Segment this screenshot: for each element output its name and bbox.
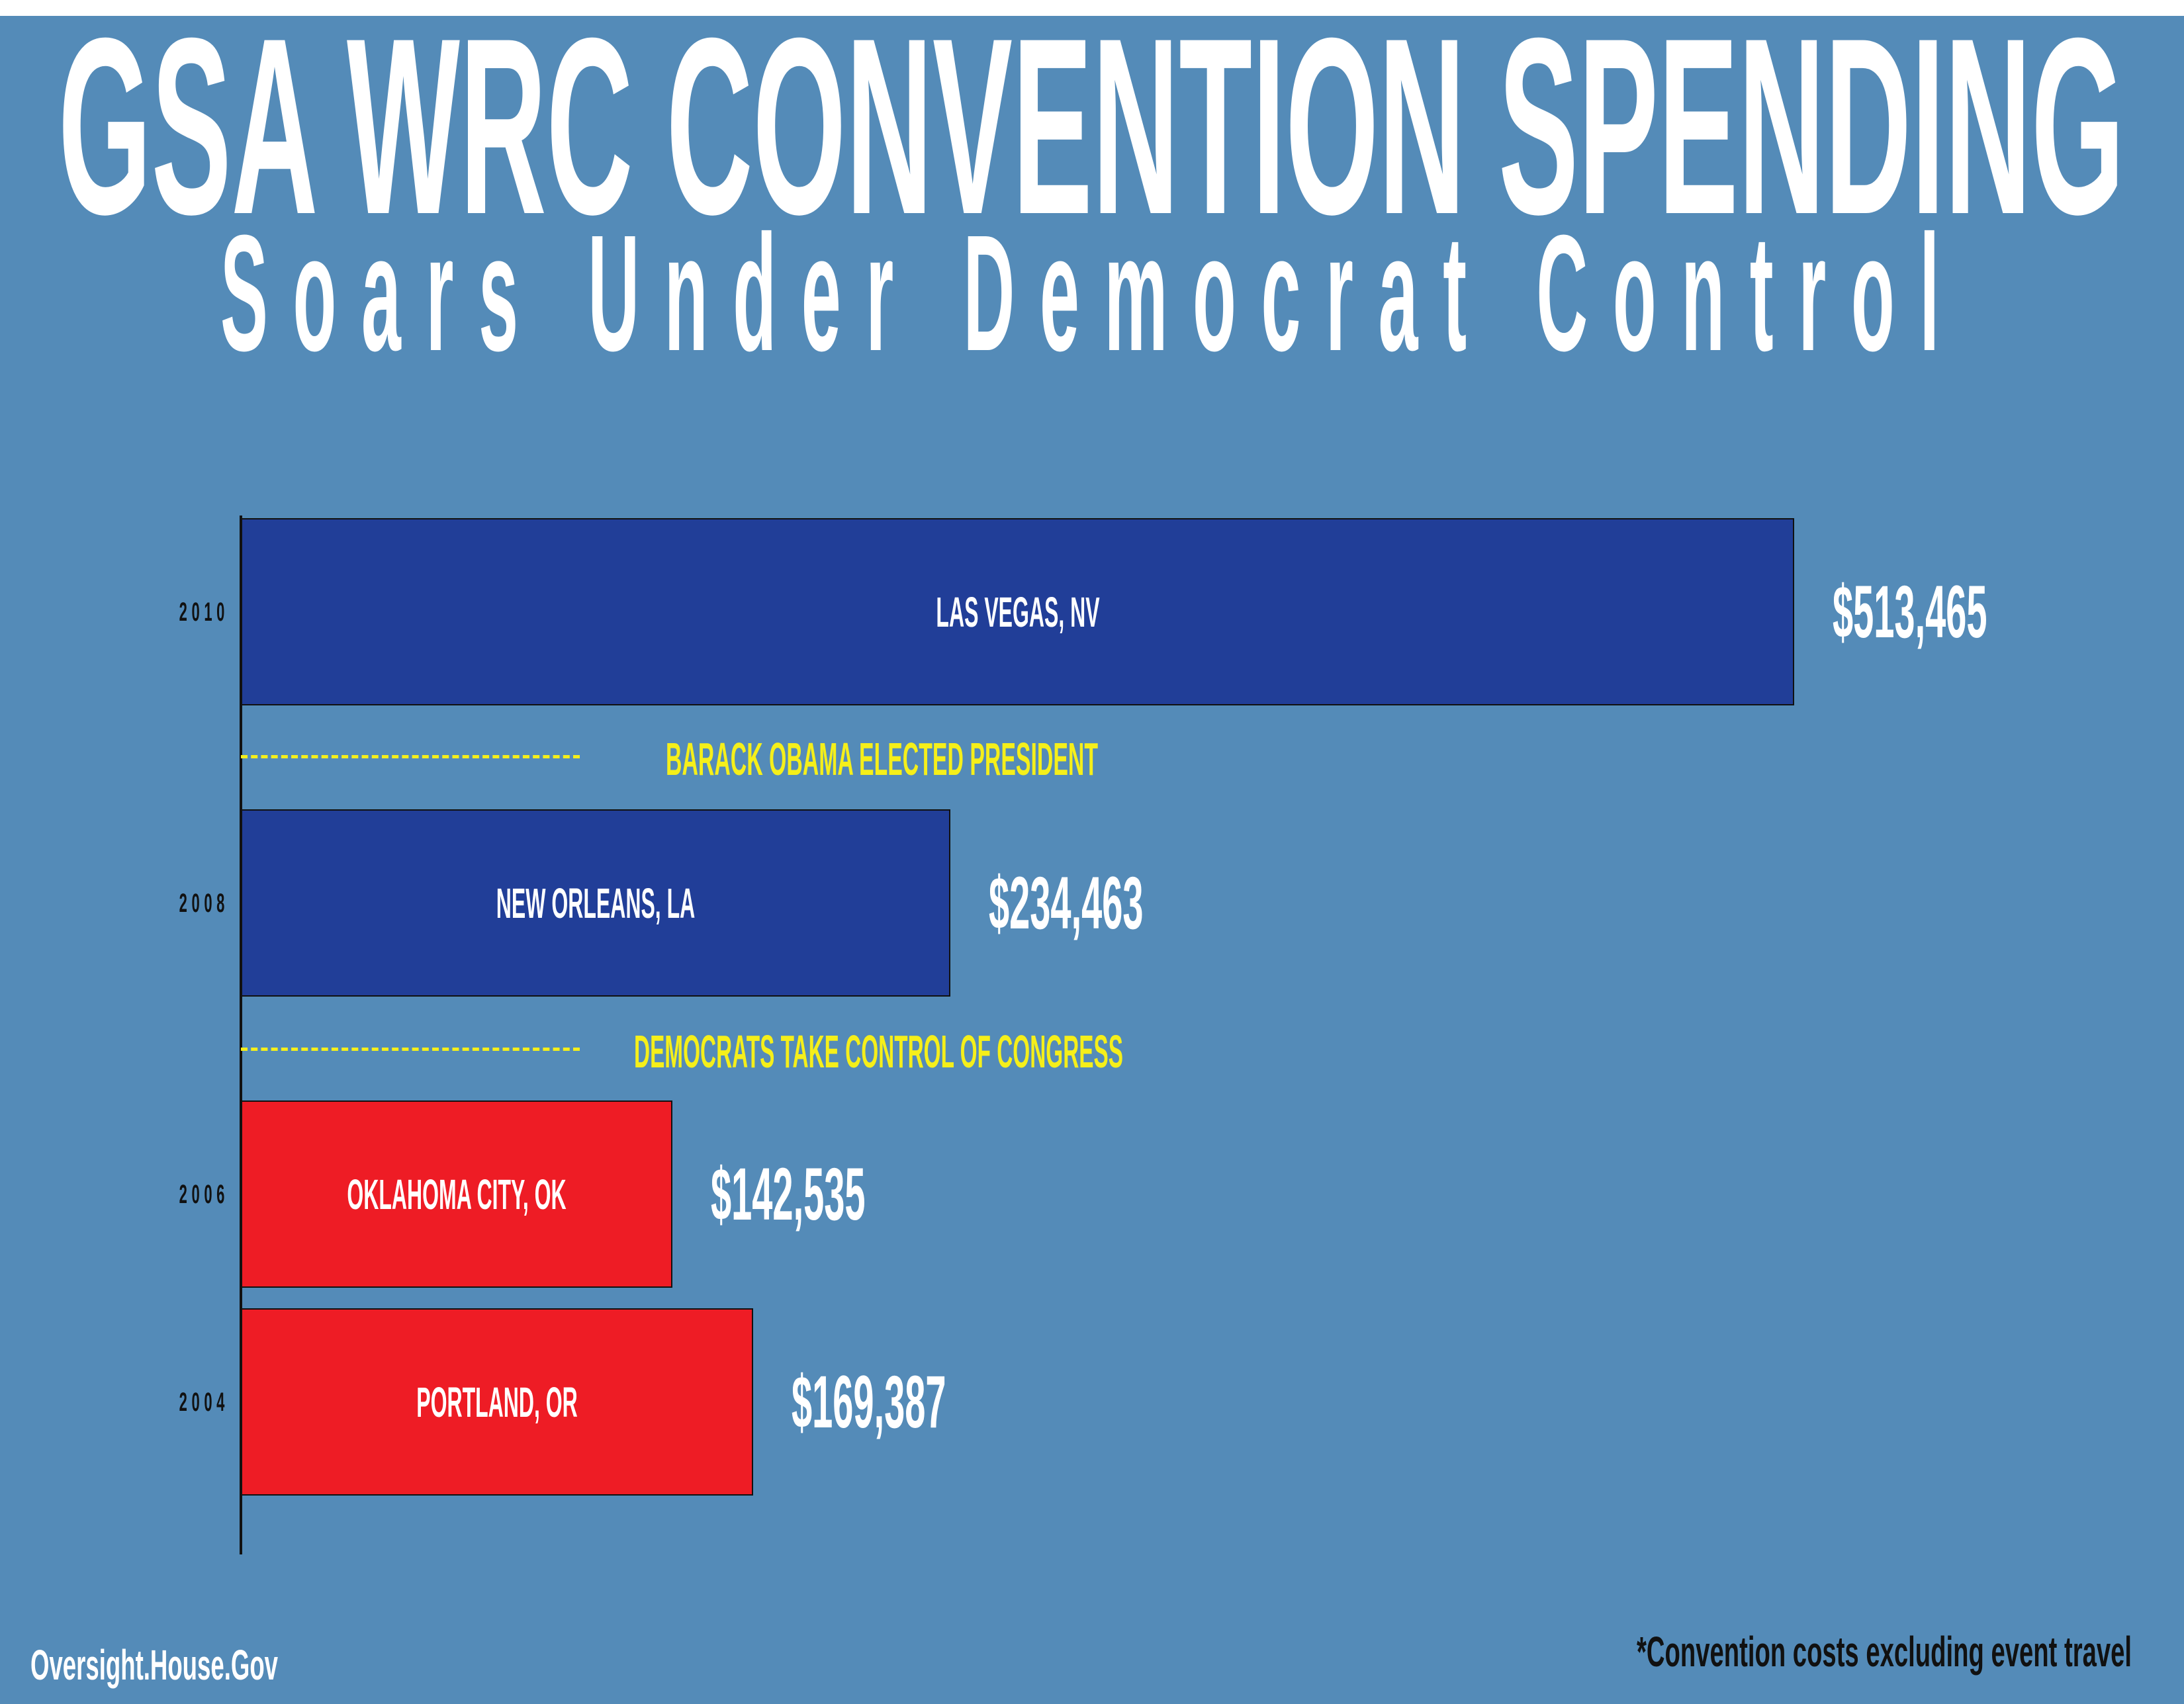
bar-value-label: $169,387 <box>792 1360 946 1443</box>
y-tick-label: 2004 <box>179 1387 229 1417</box>
bar-location-label: OKLAHOMA CITY, OK <box>347 1170 567 1218</box>
event-annotation: BARACK OBAMA ELECTED PRESIDENT <box>666 733 1098 785</box>
page-title: GSA WRC CONVENTION SPENDING <box>58 0 2124 267</box>
bar-value-label: $513,465 <box>1833 570 1987 653</box>
bar-value-label: $234,463 <box>988 861 1144 944</box>
page-subtitle: Soars Under Democrat Control <box>220 201 1964 385</box>
bar-location-label: PORTLAND, OR <box>416 1378 578 1426</box>
y-axis-line <box>240 516 242 1554</box>
bar-value-label: $142,535 <box>710 1152 866 1235</box>
bar-2008 <box>241 809 950 997</box>
site-link[interactable]: Oversight.House.Gov <box>30 1641 278 1689</box>
bar-location-label: LAS VEGAS, NV <box>935 588 1100 636</box>
bar-2004 <box>241 1308 754 1496</box>
y-tick-label: 2006 <box>179 1179 229 1209</box>
footnote: *Convention costs excluding event travel <box>1637 1628 2132 1676</box>
event-annotation: DEMOCRATS TAKE CONTROL OF CONGRESS <box>634 1026 1123 1077</box>
y-tick-label: 2010 <box>179 597 229 627</box>
event-divider-line <box>241 755 580 758</box>
bar-location-label: NEW ORLEANS, LA <box>496 879 696 927</box>
event-divider-line <box>241 1048 580 1051</box>
bar-2006 <box>241 1100 672 1288</box>
y-tick-label: 2008 <box>179 888 229 918</box>
bar-2010 <box>241 518 1794 705</box>
